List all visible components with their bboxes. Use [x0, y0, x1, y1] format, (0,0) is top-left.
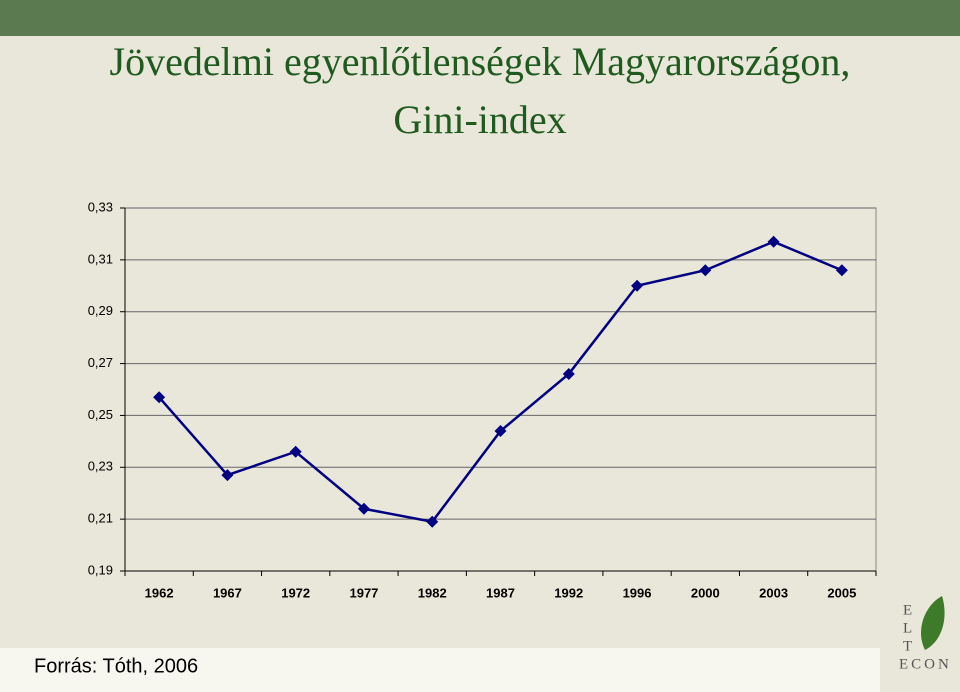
x-tick-label: 1962	[145, 585, 174, 600]
marker	[221, 469, 234, 482]
y-tick-label: 0,19	[88, 562, 113, 577]
x-tick-label: 1992	[554, 585, 583, 600]
logo-letter: T	[903, 638, 912, 654]
marker	[494, 424, 507, 437]
x-tick-label: 1977	[349, 585, 378, 600]
x-tick-label: 1972	[281, 585, 310, 600]
logo-leaf	[921, 596, 945, 650]
plot-area	[124, 207, 877, 572]
y-tick-label: 0,29	[88, 303, 113, 318]
y-tick-label: 0,33	[88, 199, 113, 214]
marker	[699, 264, 712, 277]
x-tick-label: 1967	[213, 585, 242, 600]
logo-letter: L	[903, 620, 912, 636]
logo-letter: E	[903, 602, 912, 618]
x-tick-label: 2005	[827, 585, 856, 600]
y-tick-label: 0,31	[88, 251, 113, 266]
top-bar	[0, 0, 960, 36]
x-tick-label: 1996	[623, 585, 652, 600]
x-tick-label: 1982	[418, 585, 447, 600]
marker	[631, 279, 644, 292]
marker	[357, 502, 370, 515]
title-line: Gini-index	[393, 97, 566, 142]
footer-band	[0, 648, 880, 692]
y-tick-label: 0,27	[88, 355, 113, 370]
y-tick-label: 0,25	[88, 407, 113, 422]
x-tick-label: 2000	[691, 585, 720, 600]
marker	[153, 391, 166, 404]
logo: E L T ECON	[899, 596, 952, 672]
logo-word: ECON	[899, 656, 952, 672]
y-tick-label: 0,23	[88, 459, 113, 474]
marker	[835, 264, 848, 277]
marker	[426, 515, 439, 528]
source: Forrás: Tóth, 2006	[34, 655, 198, 677]
marker	[767, 235, 780, 248]
y-tick-label: 0,21	[88, 511, 113, 526]
x-tick-label: 2003	[759, 585, 788, 600]
x-tick-label: 1987	[486, 585, 515, 600]
marker	[562, 367, 575, 380]
title-line: Jövedelmi egyenlőtlenségek Magyarországo…	[110, 39, 851, 84]
marker	[289, 445, 302, 458]
